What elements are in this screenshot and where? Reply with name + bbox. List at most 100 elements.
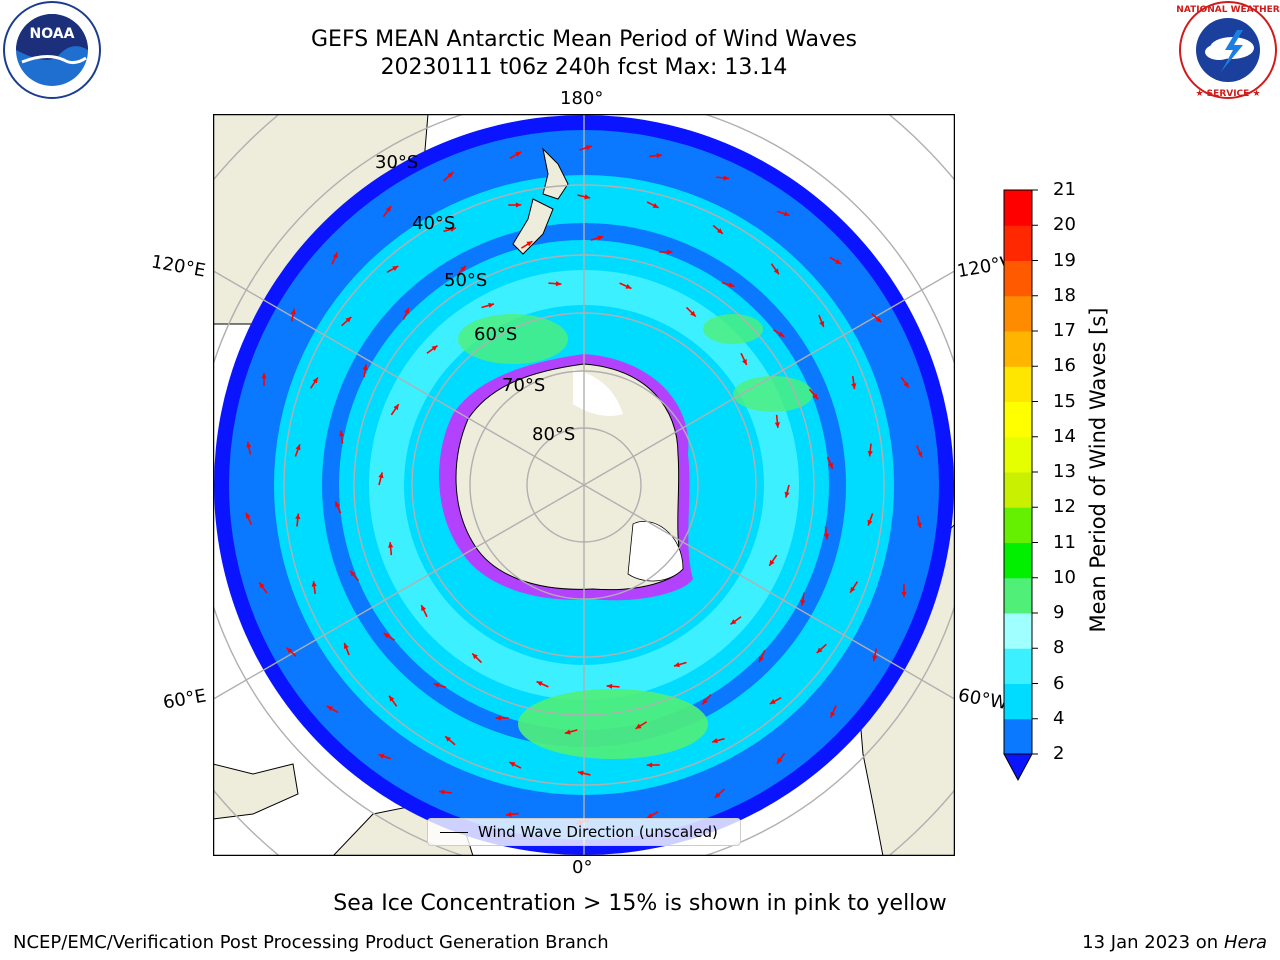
machine-name: Hera <box>1223 932 1267 953</box>
date-text: 13 Jan 2023 on Hera <box>1082 932 1267 953</box>
legend-label: Wind Wave Direction (unscaled) <box>478 823 718 841</box>
wind-wave-arrow-head <box>823 533 830 540</box>
lat-label-70s: 70°S <box>502 375 546 396</box>
colorbar-tick-label: 12 <box>1053 496 1076 518</box>
colorbar-tick-label: 10 <box>1053 566 1076 588</box>
wind-wave-arrow-head <box>295 444 301 451</box>
polar-map-canvas <box>213 114 955 856</box>
colorbar-tick-label: 2 <box>1053 743 1065 764</box>
wind-wave-arrow-head <box>723 175 730 181</box>
wind-wave-arrow-head <box>335 501 340 508</box>
colorbar <box>1003 189 1038 782</box>
colorbar-segment <box>1004 613 1032 649</box>
lat-label-60s: 60°S <box>474 324 518 345</box>
colorbar-segment <box>1004 401 1032 438</box>
colorbar-segment <box>1004 331 1032 367</box>
wind-wave-arrow-head <box>495 715 502 721</box>
chart-title: GEFS MEAN Antarctic Mean Period of Wind … <box>311 27 857 52</box>
colorbar-segment <box>1004 507 1032 543</box>
wind-wave-arrow-head <box>730 619 737 625</box>
noaa-logo: NOAA <box>3 1 101 99</box>
colorbar-segment <box>1004 190 1032 226</box>
colorbar-label: Mean Period of Wind Waves [s] <box>1086 307 1110 633</box>
new-zealand-land <box>512 147 569 255</box>
wind-wave-arrow-head <box>646 762 653 768</box>
wind-wave-arrow-head <box>431 345 438 351</box>
wind-wave-arrow-head <box>338 430 345 437</box>
wind-wave-arrow-head <box>393 404 399 411</box>
colorbar-tick-label: 4 <box>1053 707 1065 729</box>
wind-wave-arrow-head <box>332 252 338 259</box>
wind-wave-arrow-head <box>867 519 873 526</box>
wind-wave-arrow-head <box>673 662 680 668</box>
wind-wave-arrow-head <box>392 266 399 271</box>
sea-ice-note: Sea Ice Concentration > 15% is shown in … <box>333 891 947 916</box>
wind-wave-arrow-head <box>778 331 785 337</box>
wind-wave-arrow-head <box>245 512 251 519</box>
svg-text:NATIONAL WEATHER: NATIONAL WEATHER <box>1177 5 1280 15</box>
colorbar-tick-label: 6 <box>1053 672 1065 694</box>
wind-wave-arrow-head <box>378 472 384 479</box>
wind-wave-arrow-head <box>421 605 427 612</box>
colorbar-tick-label: 14 <box>1053 425 1076 447</box>
colorbar-tick-label: 15 <box>1053 390 1076 412</box>
wind-wave-arrow-head <box>646 813 653 819</box>
wind-wave-arrow-head <box>872 655 878 662</box>
wind-wave-arrow-head <box>769 699 776 704</box>
colorbar-segment <box>1004 472 1032 508</box>
wind-wave-arrow-head <box>295 513 301 520</box>
wind-wave-arrow-head <box>714 792 721 798</box>
wind-wave-arrow-head <box>774 422 780 428</box>
wind-wave-arrow-head <box>850 586 856 593</box>
ice-shelf <box>627 521 684 582</box>
wind-wave-arrow-head <box>385 206 392 213</box>
ice-shelf-ross <box>573 369 623 416</box>
lon-label-bottom: 0° <box>572 857 593 878</box>
wind-wave-arrow-head <box>311 581 317 587</box>
colorbar-tick-label: 8 <box>1053 637 1065 659</box>
wind-wave-arrow-head <box>290 308 296 315</box>
wind-wave-arrow-head <box>555 281 562 287</box>
wind-wave-arrow-head <box>652 203 659 208</box>
wind-wave-arrow-head <box>728 282 735 288</box>
colorbar-tick-label: 9 <box>1053 602 1065 623</box>
lat-label-50s: 50°S <box>444 270 488 291</box>
wind-wave-arrow-head <box>666 249 673 255</box>
polar-map: 30°S 40°S 50°S 60°S 70°S 80°S <box>213 114 955 856</box>
wind-wave-arrow-head <box>460 265 466 272</box>
legend: Wind Wave Direction (unscaled) <box>427 818 741 846</box>
lon-label-top: 180° <box>560 88 604 109</box>
wind-wave-arrow-head <box>362 364 368 371</box>
colorbar-segment <box>1004 260 1032 297</box>
wind-wave-arrow-head <box>776 757 783 764</box>
wind-wave-arrow-head <box>343 642 349 649</box>
wind-wave-arrow-head <box>784 491 790 498</box>
wind-wave-arrow-head <box>741 358 747 365</box>
wind-wave-arrow-head <box>901 591 907 598</box>
wind-wave-arrow-head <box>515 151 522 157</box>
wind-wave-arrow-head <box>783 211 790 217</box>
colorbar-segment <box>1004 295 1032 332</box>
nws-logo: NATIONAL WEATHER ★ SERVICE ★ <box>1177 1 1280 99</box>
colorbar-tick-label: 16 <box>1053 355 1076 377</box>
colorbar-segment <box>1004 718 1032 755</box>
wind-wave-arrow-head <box>350 570 356 577</box>
wind-wave-arrow-head <box>656 153 663 159</box>
legend-line-swatch <box>440 832 468 833</box>
wind-wave-arrow-head <box>326 706 333 711</box>
colorbar-tick-label: 19 <box>1053 249 1076 271</box>
wind-wave-arrow-head <box>286 647 293 654</box>
wind-wave-arrow-head <box>625 283 632 289</box>
wind-wave-arrow-head <box>717 228 723 234</box>
wind-wave-arrow-head <box>702 698 708 705</box>
wind-wave-arrow-head <box>690 310 696 317</box>
lat-label-40s: 40°S <box>412 213 456 234</box>
colorbar-tick-label: 13 <box>1053 461 1076 482</box>
wind-wave-arrow-head <box>509 762 516 767</box>
wind-wave-arrow-head <box>433 682 440 688</box>
wind-wave-arrow-head <box>851 383 857 389</box>
wind-wave-arrow-head <box>769 559 775 566</box>
colorbar-tick-label: 11 <box>1053 531 1076 553</box>
colorbar-segment <box>1004 683 1032 720</box>
colorbar-segment <box>1004 366 1032 402</box>
